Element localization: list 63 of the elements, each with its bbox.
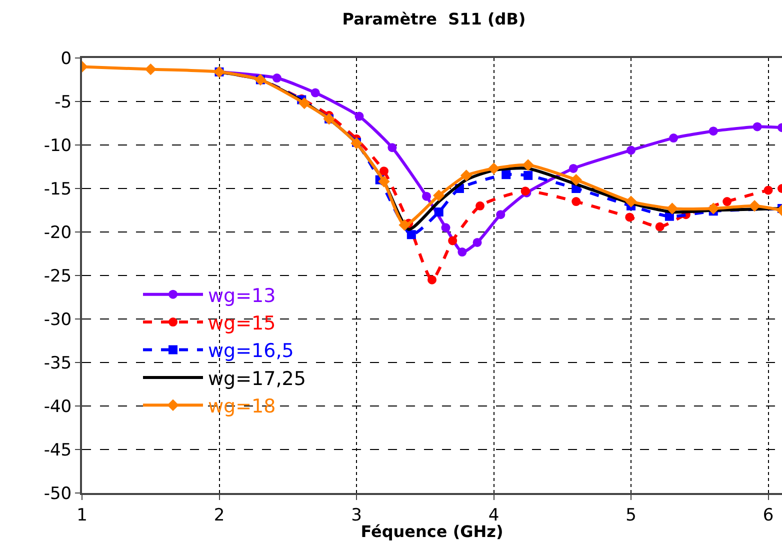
point [524,170,533,180]
y-tick-label: -25 [44,266,72,286]
point [406,230,416,240]
point [441,223,450,232]
legend-label: wg=18 [208,396,276,418]
x-tick-label: 1 [76,505,88,526]
point [748,200,760,212]
point [666,202,678,214]
legend-label: wg=17,25 [208,368,306,390]
point [448,236,458,246]
x-tick-label: 5 [626,505,636,526]
point [298,97,310,110]
y-tick-label: -45 [44,440,72,460]
point [570,174,582,186]
point [144,63,156,76]
point [434,207,444,216]
legend-label: wg=15 [208,312,276,334]
point [488,162,500,174]
point [522,159,534,171]
y-tick-label: 0 [60,48,72,69]
point [354,112,364,121]
point [460,170,472,182]
point [625,196,637,208]
point [655,222,664,232]
point [669,134,678,143]
y-tick-label: -50 [44,484,72,504]
point [708,202,720,214]
y-tick-label: -10 [44,136,72,156]
x-tick-label: 2 [214,505,225,526]
point [572,197,581,206]
y-tick-label: -30 [44,310,72,330]
x-tick-label: 6 [762,505,774,526]
point [379,166,388,176]
point [472,238,482,247]
point [428,275,436,284]
point [388,143,397,152]
point [708,126,718,136]
point [350,137,362,150]
point [496,210,506,220]
legend-label: wg=16,5 [208,340,294,362]
point [502,170,511,180]
y-tick-label: -15 [44,179,72,200]
point [764,186,773,195]
point [433,190,445,202]
point [378,176,390,188]
point [625,212,634,222]
point [398,219,410,231]
chart-title: Paramètre S11 (dB) [342,10,526,29]
point [752,122,762,132]
point [722,197,732,206]
y-tick-label: -40 [44,396,72,417]
y-tick-label: -5 [54,92,72,112]
legend-label: wg=13 [208,284,276,307]
point [310,88,320,98]
point [422,192,432,201]
y-tick-label: -20 [44,222,72,243]
point [476,201,485,210]
point [458,248,467,257]
x-tick-label: 3 [351,505,362,526]
point [272,74,282,83]
y-tick-label: -35 [44,353,72,374]
point [626,146,636,155]
point [568,164,578,173]
